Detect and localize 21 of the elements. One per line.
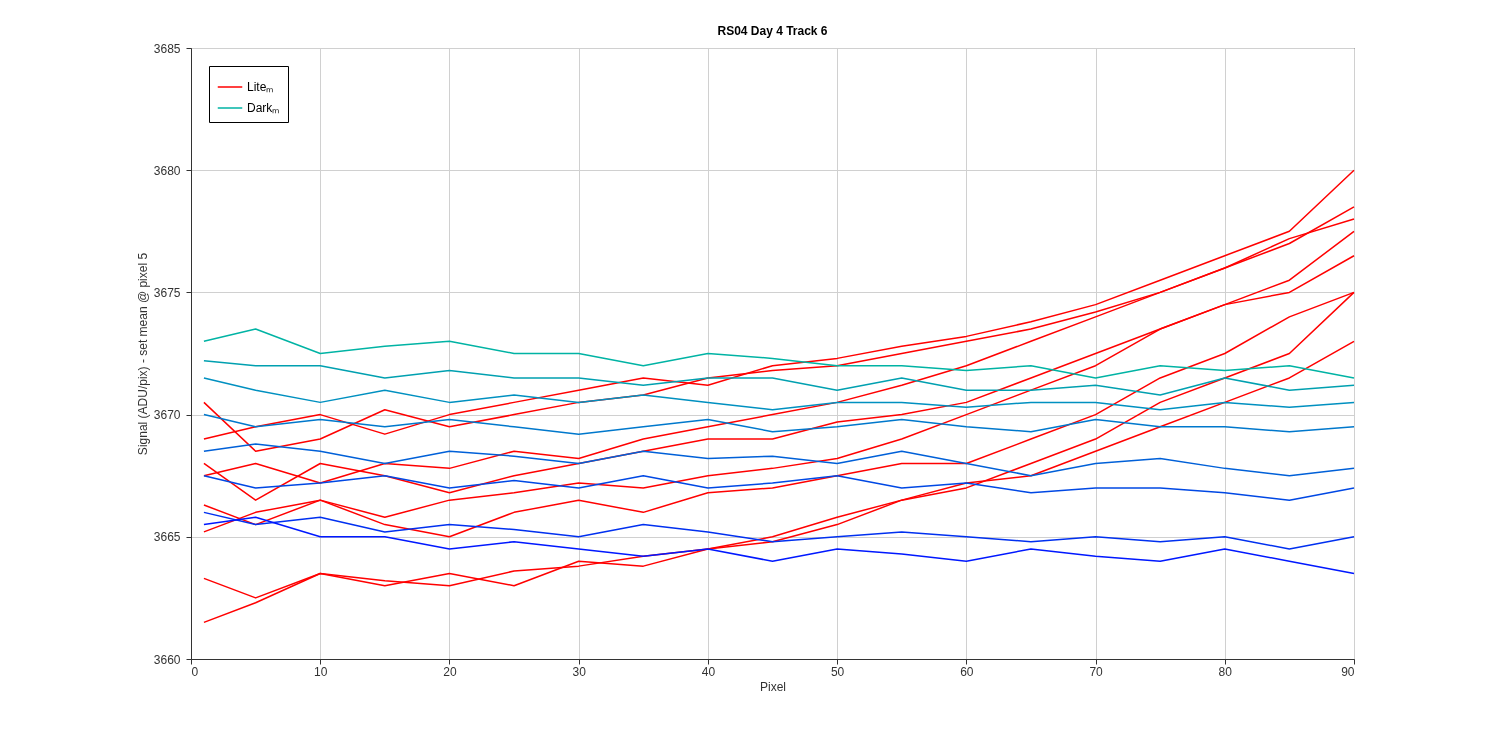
y-tick-label: 3665 [153, 530, 181, 545]
y-tick-label: 3680 [153, 163, 181, 178]
x-tick-label: 40 [701, 664, 716, 679]
legend-label: Liteₘ [247, 80, 274, 94]
x-tick-label: 10 [314, 664, 328, 679]
x-tick-label: 50 [830, 664, 845, 679]
y-tick-label: 3670 [153, 408, 181, 423]
x-tick-label: 90 [1341, 664, 1355, 679]
x-tick-label: 60 [960, 664, 974, 679]
x-tick-label: 30 [572, 664, 587, 679]
y-tick-label: 3660 [153, 652, 181, 667]
x-axis-title: Pixel [759, 679, 787, 694]
chart-title: RS04 Day 4 Track 6 [717, 24, 828, 38]
legend-label: Darkₘ [247, 101, 280, 115]
y-tick-label: 3685 [153, 41, 181, 56]
y-tick-label: 3675 [153, 285, 181, 300]
y-axis-title: Signal (ADU/pix) - set mean @ pixel 5 [135, 252, 150, 456]
x-tick-label: 70 [1089, 664, 1104, 679]
x-tick-label: 80 [1218, 664, 1233, 679]
x-tick-label: 0 [191, 664, 199, 679]
x-tick-label: 20 [443, 664, 457, 679]
